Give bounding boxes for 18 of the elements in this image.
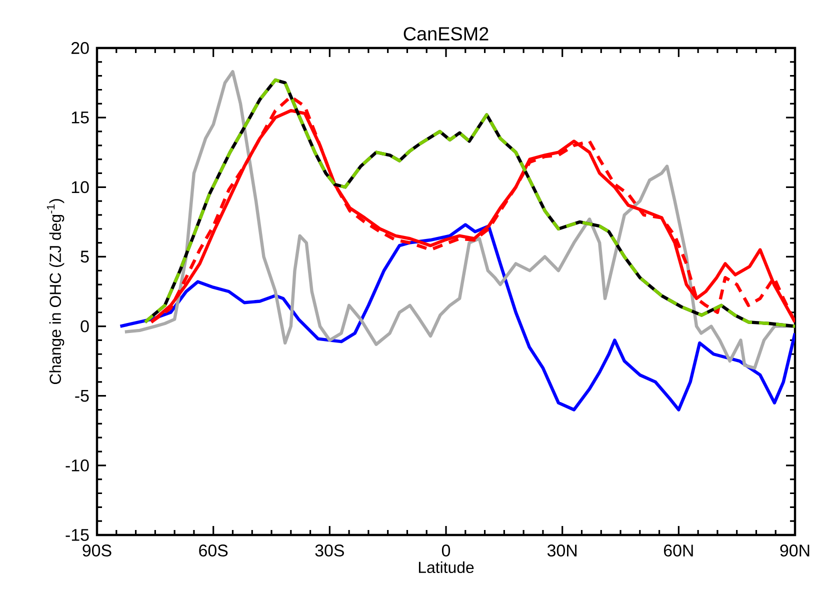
- x-tick-label: 60S: [199, 544, 228, 557]
- y-tick-label: -5: [75, 390, 89, 402]
- x-tick-label: 90S: [82, 544, 112, 557]
- y-tick-label: 15: [72, 112, 89, 124]
- y-axis-title: Change in OHC (ZJ deg$^{-1}$): [46, 199, 64, 384]
- x-tick-label: 90N: [780, 544, 810, 557]
- y-tick-label: -15: [66, 529, 89, 541]
- y-tick-label: 10: [72, 181, 89, 194]
- y-tick-label: 0: [80, 320, 89, 332]
- y-tick-label: 20: [72, 42, 89, 54]
- x-tick-label: 0: [442, 544, 450, 557]
- x-tick-label: 30N: [547, 544, 576, 557]
- chart-title: CanESM2: [404, 27, 488, 40]
- y-tick-label: 5: [80, 250, 89, 263]
- y-tick-label: -10: [66, 459, 89, 472]
- x-tick-label: 60N: [664, 544, 693, 557]
- x-tick-label: 30S: [315, 544, 344, 557]
- x-axis-title: Latitude: [418, 561, 474, 574]
